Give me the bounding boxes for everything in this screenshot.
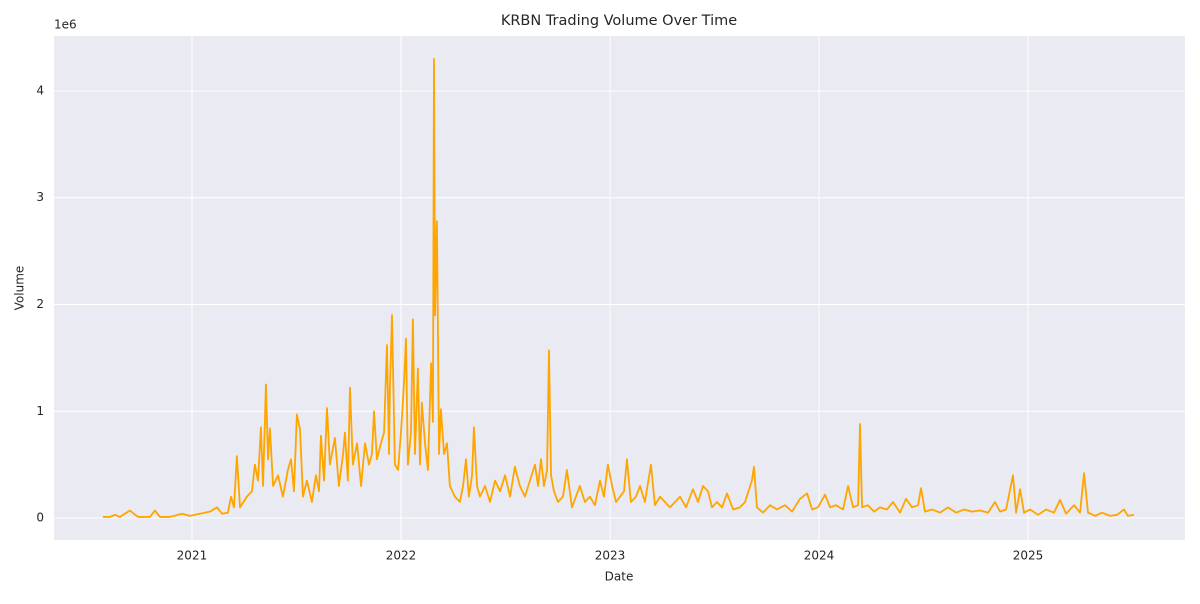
- x-tick-label: 2024: [804, 549, 835, 563]
- y-tick-label: 1: [36, 404, 44, 418]
- x-tick-label: 2021: [177, 549, 208, 563]
- plot-area: [54, 36, 1185, 540]
- x-axis-label: Date: [605, 570, 634, 584]
- grid: [54, 36, 1185, 540]
- y-tick-label: 2: [36, 297, 44, 311]
- y-tick-label: 0: [36, 511, 44, 525]
- y-axis-label: Volume: [13, 266, 27, 311]
- y-tick-label: 4: [36, 83, 44, 97]
- chart-title: KRBN Trading Volume Over Time: [501, 13, 737, 29]
- y-tick-label: 3: [36, 190, 44, 204]
- data-line: [102, 58, 1135, 518]
- y-offset-label: 1e6: [54, 18, 77, 32]
- x-tick-label: 2023: [595, 549, 626, 563]
- x-tick-label: 2025: [1013, 549, 1044, 563]
- x-tick-label: 2022: [386, 549, 417, 563]
